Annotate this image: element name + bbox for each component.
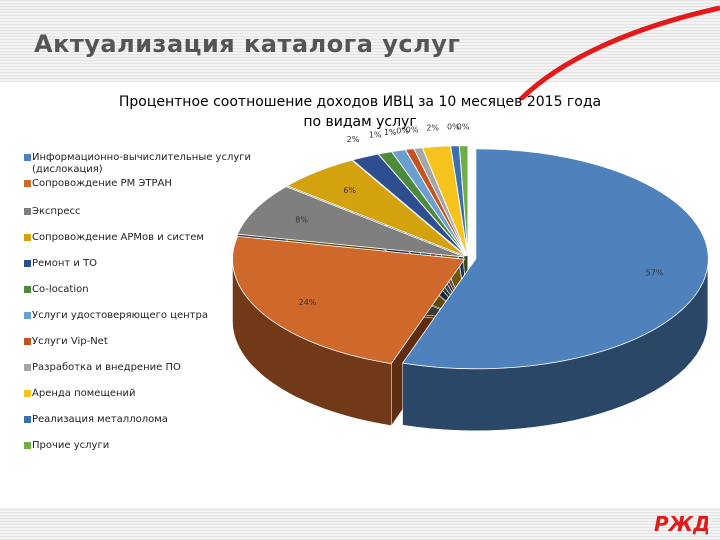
pie-slice xyxy=(458,145,469,256)
footer-band xyxy=(0,508,720,540)
data-label: 8% xyxy=(295,216,308,225)
red-swoosh-decoration xyxy=(518,5,720,100)
data-label: 0% xyxy=(396,126,409,135)
legend-item: Услуги удостоверяющего центра xyxy=(24,310,259,322)
legend-label: Сопровождение РМ ЭТРАН xyxy=(32,178,172,189)
legend-item: Сопровождение АРМов и систем xyxy=(24,232,259,244)
legend-swatch xyxy=(24,154,31,161)
svg-text:РЖД: РЖД xyxy=(654,512,708,536)
data-label: 2% xyxy=(426,124,439,133)
header-band xyxy=(0,0,720,82)
legend-label: Co-location xyxy=(32,284,89,295)
legend-label: Информационно-вычислительные услуги (дис… xyxy=(32,152,252,175)
legend-label: Сопровождение АРМов и систем xyxy=(32,232,204,243)
data-label: 1% xyxy=(384,128,397,137)
legend-label: Разработка и внедрение ПО xyxy=(32,362,181,373)
rzd-logo: РЖД xyxy=(654,512,708,536)
legend-label: Ремонт и ТО xyxy=(32,258,98,269)
legend-item: Услуги Vip-Net xyxy=(24,336,259,348)
legend-swatch xyxy=(24,416,31,423)
legend-item: Разработка и внедрение ПО xyxy=(24,362,259,374)
legend-label: Услуги Vip-Net xyxy=(32,336,108,347)
slide-title: Актуализация каталога услуг xyxy=(34,30,461,58)
legend-label: Услуги удостоверяющего центра xyxy=(32,310,208,321)
legend-swatch xyxy=(24,260,31,267)
legend-item: Сопровождение РМ ЭТРАН xyxy=(24,178,259,190)
data-label: 0% xyxy=(457,122,470,131)
legend-swatch xyxy=(24,364,31,371)
legend-swatch xyxy=(24,208,31,215)
legend-label: Аренда помещений xyxy=(32,388,136,399)
legend-swatch xyxy=(24,180,31,187)
legend-item: Аренда помещений xyxy=(24,388,259,400)
pie-slice xyxy=(232,235,466,365)
data-label: 57% xyxy=(646,269,664,278)
chart-title: Процентное соотношение доходов ИВЦ за 10… xyxy=(90,92,630,132)
data-label: 24% xyxy=(299,298,317,307)
pie-slice xyxy=(286,159,466,257)
legend-item: Экспресс xyxy=(24,206,259,218)
data-label: 0% xyxy=(406,125,419,134)
pie-slice xyxy=(401,148,709,370)
chart-title-line-2: по видам услуг xyxy=(303,114,417,130)
data-label: 2% xyxy=(347,135,360,144)
legend-swatch xyxy=(24,286,31,293)
legend-label: Прочие услуги xyxy=(32,440,110,451)
legend-swatch xyxy=(24,234,31,241)
legend-item: Прочие услуги xyxy=(24,440,259,452)
legend-swatch xyxy=(24,338,31,345)
legend-item: Реализация металлолома xyxy=(24,414,259,426)
chart-title-line-1: Процентное соотношение доходов ИВЦ за 10… xyxy=(118,94,602,110)
data-label: 1% xyxy=(369,130,382,139)
data-label: 0% xyxy=(447,123,460,132)
legend-item: Информационно-вычислительные услуги (дис… xyxy=(24,152,259,176)
legend-swatch xyxy=(24,442,31,449)
data-label: 6% xyxy=(343,186,356,195)
legend-label: Экспресс xyxy=(32,206,81,217)
legend-label: Реализация металлолома xyxy=(32,414,168,425)
legend-swatch xyxy=(24,312,31,319)
legend-swatch xyxy=(24,390,31,397)
pie-slice xyxy=(236,186,465,258)
legend-item: Ремонт и ТО xyxy=(24,258,259,270)
legend-item: Co-location xyxy=(24,284,259,296)
